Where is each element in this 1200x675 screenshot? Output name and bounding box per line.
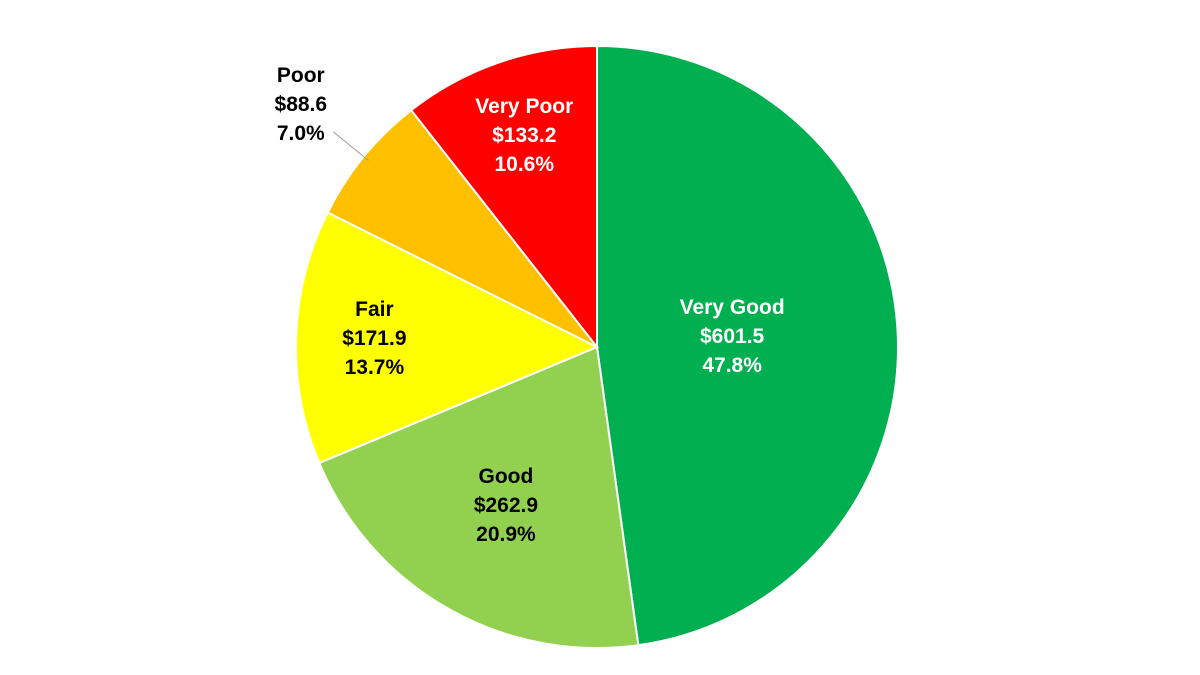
data-label: Poor (277, 64, 325, 87)
data-label: 13.7% (345, 356, 405, 379)
data-label: 20.9% (476, 523, 536, 546)
data-label: 47.8% (702, 354, 762, 377)
data-label: Fair (355, 298, 394, 321)
pie-slice (596, 44, 899, 647)
leader-line (333, 131, 369, 161)
data-label: $171.9 (342, 327, 406, 350)
data-label: $133.2 (492, 124, 556, 147)
data-label: Very Good (680, 296, 785, 319)
data-label: 7.0% (277, 122, 325, 145)
data-label: Very Poor (475, 95, 573, 118)
data-label: $262.9 (474, 494, 538, 517)
data-label: $601.5 (700, 325, 765, 348)
pie-slice (409, 44, 598, 350)
pie-slice (295, 211, 600, 465)
data-label: $88.6 (275, 93, 328, 116)
data-label: Good (479, 465, 534, 488)
data-label: 10.6% (494, 153, 554, 176)
pie-slice (317, 345, 640, 649)
